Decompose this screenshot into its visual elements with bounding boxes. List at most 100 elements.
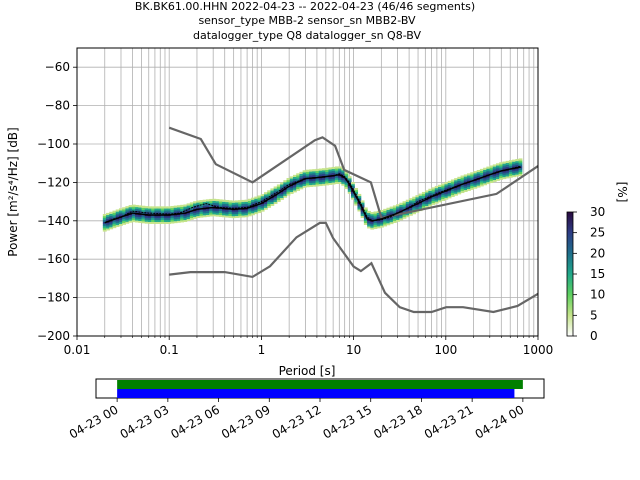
density-cell [347, 189, 352, 192]
density-cell [160, 210, 165, 213]
density-cell [296, 177, 301, 180]
density-cell [463, 178, 468, 181]
density-cell [299, 185, 304, 188]
density-cell [157, 208, 162, 211]
density-cell [467, 179, 471, 182]
density-cell [157, 215, 162, 219]
density-cell [118, 221, 123, 224]
density-cell [263, 192, 268, 195]
density-cell [315, 174, 320, 177]
density-cell [373, 222, 378, 226]
density-cell [209, 208, 214, 211]
density-cell [438, 188, 442, 191]
density-cell [454, 181, 458, 185]
density-cell [183, 219, 188, 223]
density-cell [167, 212, 172, 215]
density-cell [247, 208, 252, 211]
density-cell [325, 177, 330, 180]
density-cell [328, 178, 333, 182]
x-tick-label: 1000 [523, 343, 554, 357]
density-cell [499, 177, 504, 180]
density-cell [496, 165, 500, 168]
density-cell [141, 205, 146, 208]
density-cell [502, 163, 507, 166]
density-cell [312, 182, 317, 185]
density-cell [186, 218, 191, 221]
density-cell [106, 216, 110, 219]
density-cell [428, 204, 433, 207]
density-cell [170, 221, 175, 224]
density-cell [496, 178, 500, 181]
density-cell [373, 213, 378, 216]
density-cell [167, 217, 172, 221]
density-cell [380, 223, 384, 226]
density-cell [218, 199, 223, 202]
density-cell [376, 214, 381, 217]
x-axis-label: Period [s] [279, 364, 336, 378]
density-cell [376, 224, 381, 227]
density-cell [421, 191, 426, 195]
density-cell [305, 183, 310, 186]
density-cell [454, 180, 458, 183]
density-cell [222, 215, 226, 218]
density-cell [286, 181, 291, 185]
density-cell [383, 210, 388, 213]
density-cell [254, 200, 259, 203]
density-cell [112, 214, 117, 217]
density-cell [154, 206, 159, 209]
density-cell [205, 199, 210, 202]
density-cell [373, 224, 378, 228]
density-cell [354, 203, 359, 206]
density-cell [492, 168, 497, 171]
density-cell [144, 217, 149, 220]
density-cell [267, 205, 272, 208]
density-cell [241, 205, 246, 208]
density-cell [289, 176, 294, 179]
density-cell [154, 221, 159, 224]
density-cell [473, 171, 478, 174]
density-cell [363, 217, 368, 220]
density-cell [183, 208, 188, 211]
density-cell [267, 201, 272, 204]
density-cell [209, 212, 214, 215]
density-cell [254, 211, 259, 215]
density-cell [479, 184, 484, 187]
density-cell [392, 205, 397, 208]
density-cell [209, 210, 214, 213]
density-cell [338, 176, 342, 179]
density-cell [508, 171, 513, 174]
density-cell [170, 217, 175, 220]
density-cell [467, 175, 471, 178]
density-cell [457, 186, 462, 189]
density-cell [180, 208, 185, 211]
density-cell [470, 185, 475, 188]
density-cell [135, 204, 139, 208]
density-cell [144, 211, 149, 215]
density-cell [376, 212, 381, 215]
timeline-tick-label: 04-23 21 [422, 402, 476, 441]
density-cell [405, 203, 410, 206]
density-cell [438, 184, 442, 187]
density-cell [218, 214, 223, 217]
colorbar: 0 5 10 15 20 25 30 [%] [566, 182, 629, 343]
density-cell [247, 210, 252, 213]
density-cell [289, 189, 294, 193]
density-cell [144, 221, 149, 224]
density-cell [409, 200, 413, 203]
density-cell [328, 180, 333, 184]
density-cell [402, 201, 407, 204]
density-cell [425, 205, 429, 208]
title-line-1: BK.BK61.00.HHN 2022-04-23 -- 2022-04-23 … [135, 0, 475, 13]
density-cell [312, 180, 317, 183]
density-cell [215, 210, 220, 213]
density-cell [115, 211, 120, 214]
density-cell [499, 171, 504, 175]
density-cell [431, 198, 436, 202]
noise-model-low-line [169, 221, 539, 314]
density-cell [454, 187, 458, 190]
density-cell [209, 204, 214, 207]
density-cell [180, 218, 185, 221]
density-cell [505, 172, 510, 175]
density-cell [367, 224, 371, 227]
density-cell [238, 203, 243, 207]
